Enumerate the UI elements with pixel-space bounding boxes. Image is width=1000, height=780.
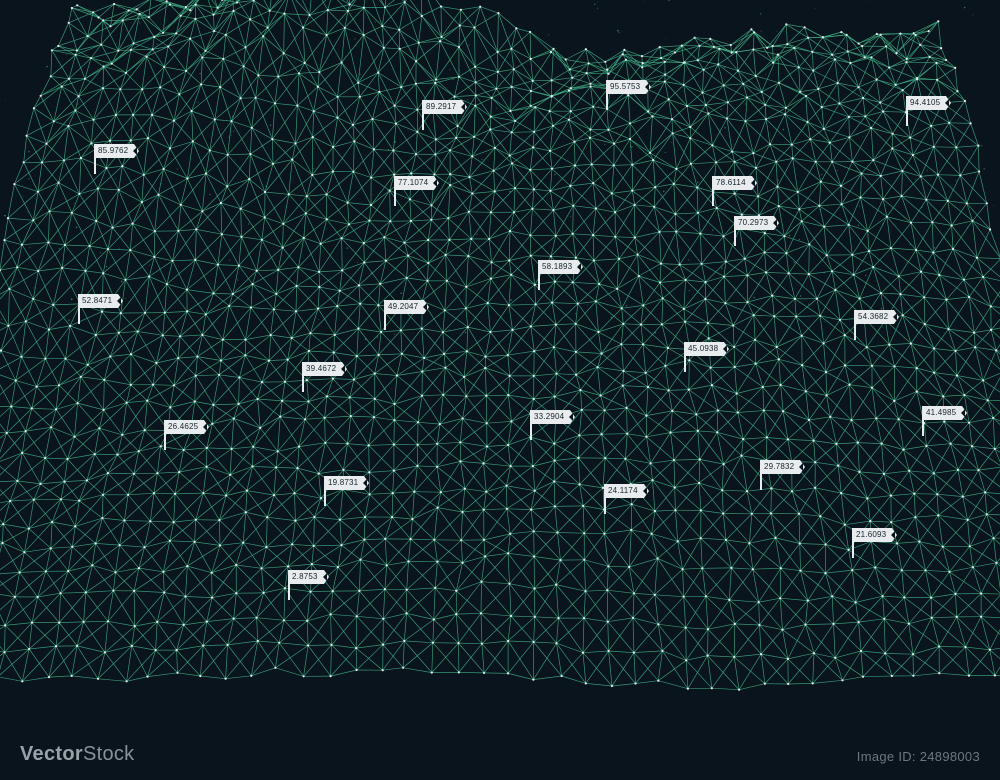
terrain-visualization: 85.976289.291795.575394.410577.107478.61… — [0, 0, 1000, 780]
watermark-id-value: 24898003 — [920, 749, 980, 764]
brand-light: Stock — [83, 743, 135, 765]
wireframe-mesh — [0, 0, 1000, 780]
brand-bold: Vector — [20, 743, 83, 765]
watermark-id: Image ID: 24898003 — [857, 749, 980, 764]
watermark-id-prefix: Image ID: — [857, 749, 920, 764]
watermark-brand: VectorStock — [20, 743, 134, 766]
